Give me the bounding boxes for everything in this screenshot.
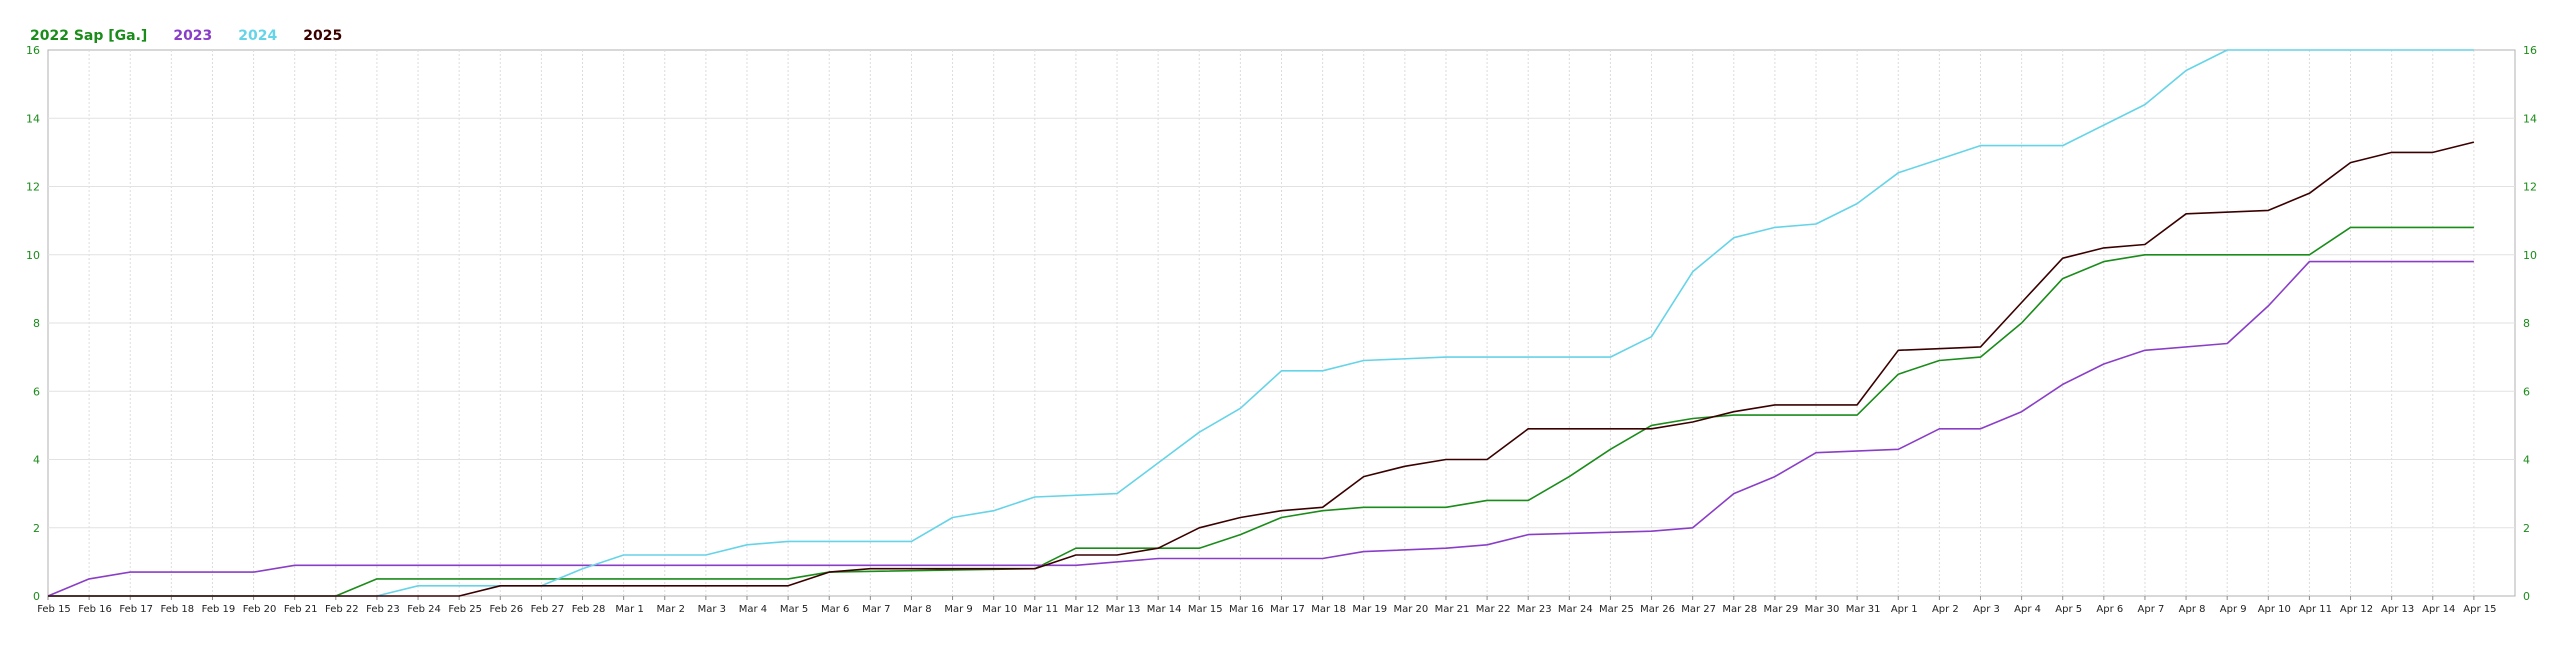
x-tick-label: Mar 29 [1764, 604, 1799, 615]
x-tick-label: Mar 28 [1722, 604, 1757, 615]
legend-entry-2: 2024 [238, 28, 278, 44]
x-tick-label: Mar 15 [1188, 604, 1223, 615]
series-line-3 [48, 141, 2475, 597]
x-tick-label: Mar 20 [1393, 604, 1428, 615]
legend-entry-3: 2025 [303, 28, 343, 44]
y-tick-label-left: 12 [26, 181, 40, 194]
y-tick-label-left: 4 [33, 454, 40, 467]
x-tick-label: Apr 15 [2463, 604, 2496, 615]
x-tick-label: Mar 25 [1599, 604, 1634, 615]
x-tick-label: Mar 21 [1435, 604, 1470, 615]
y-tick-label-left: 0 [33, 590, 40, 603]
x-tick-label: Mar 4 [739, 604, 767, 615]
y-tick-label-left: 10 [26, 249, 40, 262]
x-tick-label: Feb 18 [161, 604, 195, 615]
x-tick-label: Mar 16 [1229, 604, 1264, 615]
x-tick-label: Apr 8 [2179, 604, 2206, 615]
x-tick-label: Apr 12 [2340, 604, 2373, 615]
y-tick-label-right: 2 [2523, 522, 2530, 535]
x-tick-label: Mar 5 [780, 604, 808, 615]
x-tick-label: Apr 5 [2055, 604, 2082, 615]
y-tick-label-left: 14 [26, 112, 40, 125]
x-tick-label: Mar 31 [1846, 604, 1881, 615]
y-tick-label-left: 6 [33, 385, 40, 398]
x-tick-label: Feb 17 [119, 604, 153, 615]
x-tick-label: Mar 26 [1640, 604, 1675, 615]
legend-entry-0: 2022 Sap [Ga.] [30, 28, 148, 44]
legend: 2022 Sap [Ga.] 2023 2024 2025 [30, 28, 342, 44]
x-tick-label: Mar 7 [862, 604, 890, 615]
y-tick-label-right: 6 [2523, 385, 2530, 398]
x-tick-label: Apr 6 [2096, 604, 2123, 615]
y-tick-label-left: 2 [33, 522, 40, 535]
x-tick-label: Feb 24 [407, 604, 441, 615]
x-tick-label: Feb 28 [572, 604, 606, 615]
x-tick-label: Apr 9 [2220, 604, 2247, 615]
y-tick-label-right: 10 [2523, 249, 2537, 262]
y-tick-label-right: 14 [2523, 112, 2537, 125]
x-tick-label: Mar 14 [1147, 604, 1182, 615]
y-tick-label-right: 0 [2523, 590, 2530, 603]
x-tick-label: Apr 7 [2138, 604, 2165, 615]
x-tick-label: Mar 23 [1517, 604, 1552, 615]
series-line-2 [48, 49, 2474, 597]
x-tick-label: Mar 18 [1311, 604, 1346, 615]
x-tick-label: Mar 19 [1352, 604, 1387, 615]
x-tick-label: Apr 13 [2381, 604, 2414, 615]
x-tick-label: Feb 27 [531, 604, 565, 615]
x-tick-label: Mar 1 [615, 604, 643, 615]
x-tick-label: Mar 30 [1805, 604, 1840, 615]
x-tick-label: Apr 1 [1891, 604, 1918, 615]
x-tick-label: Mar 24 [1558, 604, 1593, 615]
y-tick-label-right: 12 [2523, 181, 2537, 194]
x-tick-label: Mar 2 [657, 604, 685, 615]
x-tick-label: Apr 2 [1932, 604, 1959, 615]
x-tick-label: Feb 23 [366, 604, 400, 615]
x-tick-label: Feb 26 [489, 604, 523, 615]
x-tick-label: Feb 21 [284, 604, 318, 615]
x-tick-label: Mar 6 [821, 604, 849, 615]
x-tick-label: Mar 8 [903, 604, 931, 615]
x-tick-label: Mar 12 [1065, 604, 1100, 615]
x-tick-label: Feb 19 [202, 604, 236, 615]
x-tick-label: Mar 10 [982, 604, 1017, 615]
y-tick-label-right: 4 [2523, 454, 2530, 467]
x-tick-label: Feb 22 [325, 604, 359, 615]
x-tick-label: Mar 13 [1106, 604, 1141, 615]
x-tick-label: Mar 3 [698, 604, 726, 615]
x-tick-label: Apr 14 [2422, 604, 2455, 615]
x-tick-label: Apr 4 [2014, 604, 2041, 615]
x-tick-label: Mar 22 [1476, 604, 1511, 615]
x-tick-label: Mar 17 [1270, 604, 1305, 615]
x-tick-label: Feb 16 [78, 604, 112, 615]
x-tick-label: Apr 10 [2258, 604, 2291, 615]
x-tick-label: Mar 9 [944, 604, 972, 615]
x-tick-label: Apr 3 [1973, 604, 2000, 615]
y-tick-label-left: 8 [33, 317, 40, 330]
x-tick-label: Apr 11 [2299, 604, 2332, 615]
series-line-1 [47, 260, 2474, 597]
x-tick-label: Feb 25 [448, 604, 482, 615]
x-tick-label: Feb 20 [243, 604, 277, 615]
x-tick-label: Mar 27 [1681, 604, 1716, 615]
y-tick-label-right: 16 [2523, 44, 2537, 57]
x-tick-label: Mar 11 [1023, 604, 1058, 615]
legend-entry-1: 2023 [173, 28, 213, 44]
x-tick-label: Feb 15 [37, 604, 71, 615]
y-tick-label-left: 16 [26, 44, 40, 57]
y-tick-label-right: 8 [2523, 317, 2530, 330]
